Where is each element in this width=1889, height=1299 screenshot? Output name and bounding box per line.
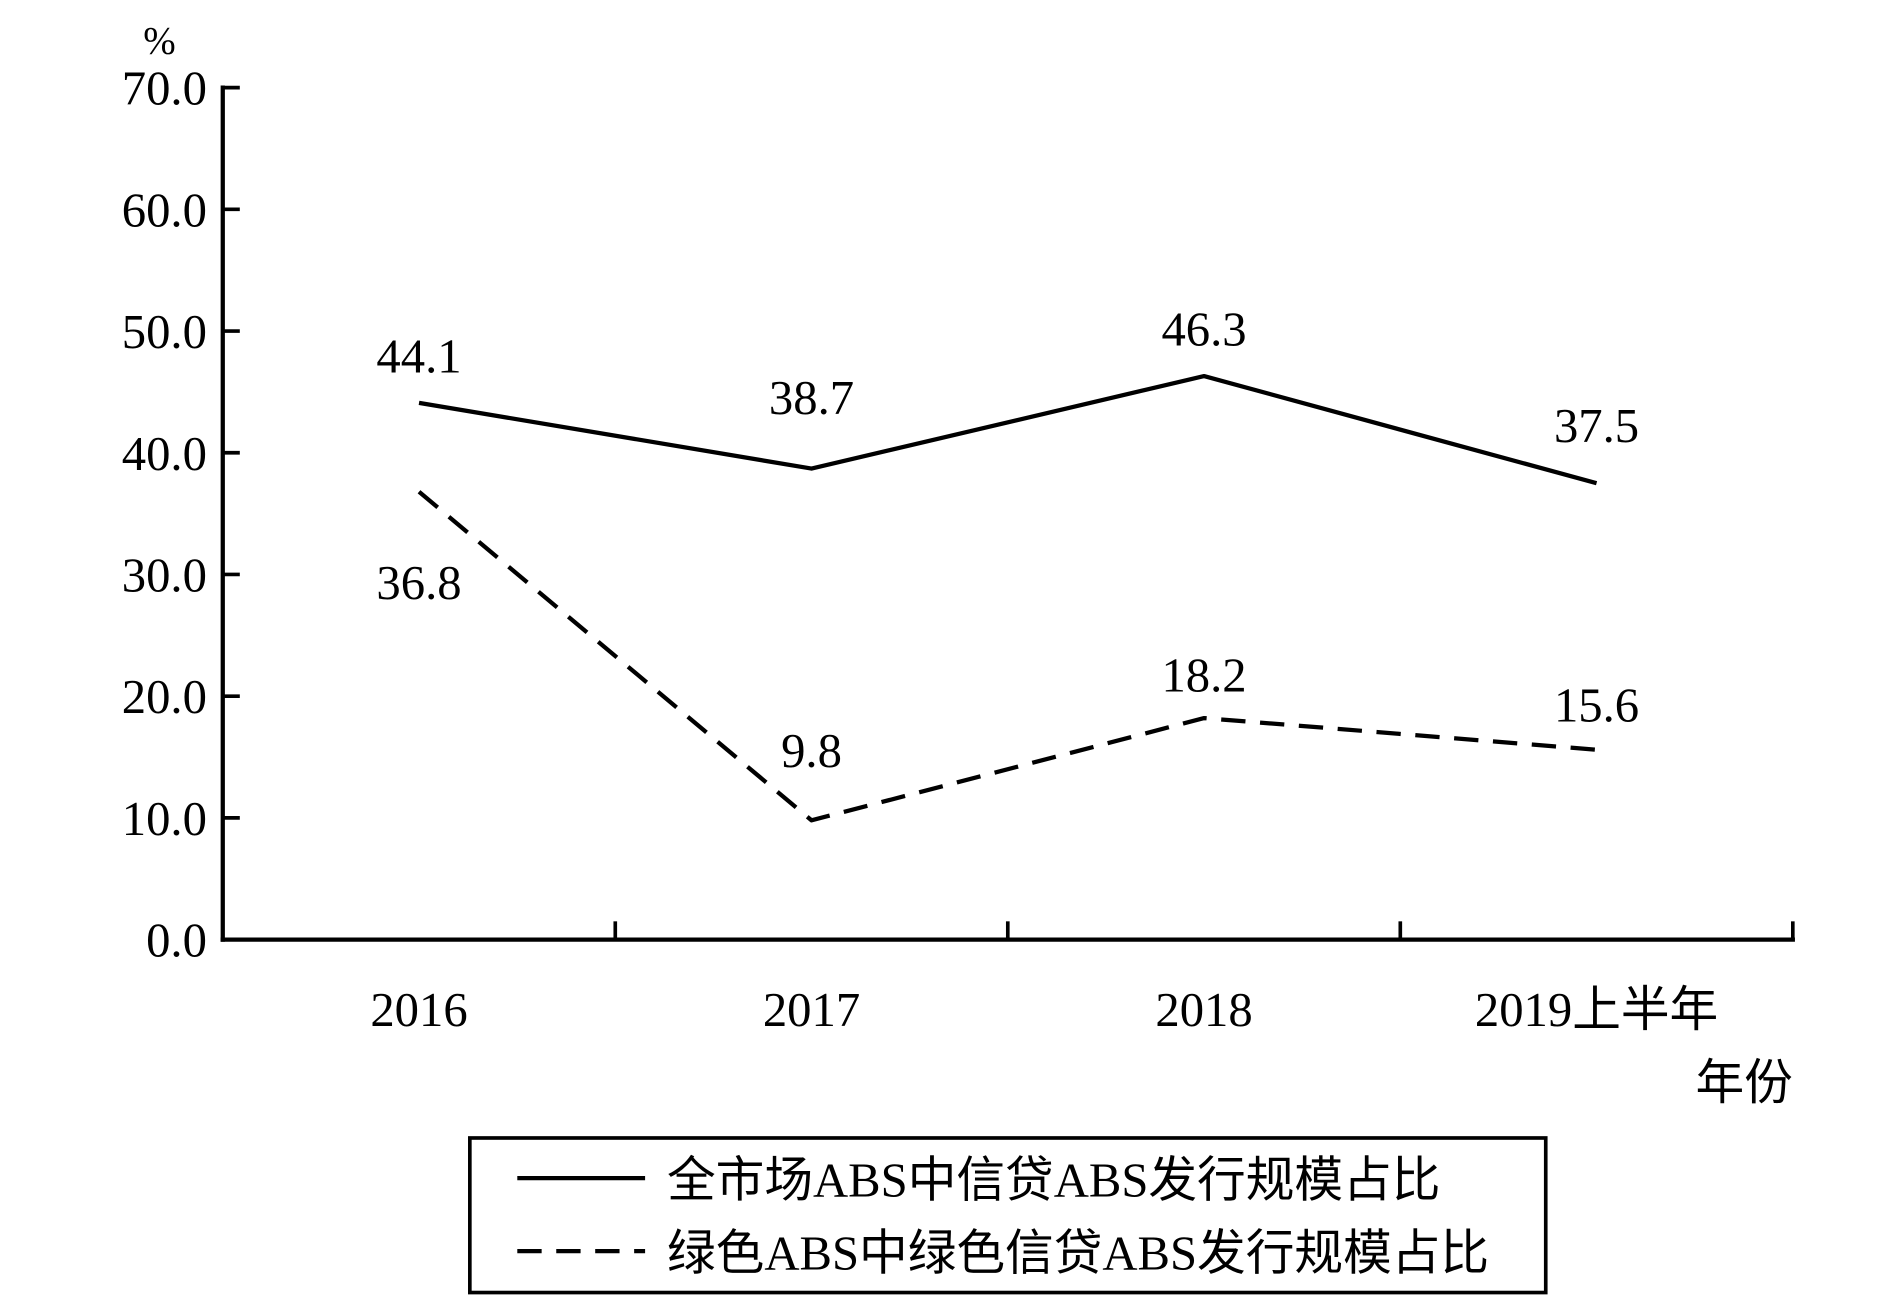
x-tick-label: 2016: [370, 983, 467, 1037]
y-axis-unit-label: %: [143, 20, 175, 63]
y-tick-label: 20.0: [122, 670, 207, 724]
y-ticks: 0.0 10.0 20.0 30.0 40.0 50.0 60.0 70.0: [122, 62, 240, 968]
x-tick-label: 2019上半年: [1475, 983, 1718, 1037]
y-tick-label: 40.0: [122, 427, 207, 481]
series-line-2: [417, 490, 1597, 823]
legend: 全市场ABS中信贷ABS发行规模占比 绿色ABS中绿色信贷ABS发行规模占比: [468, 1136, 1548, 1295]
y-tick-label: 10.0: [122, 792, 207, 846]
data-label-series-1: 46.3: [1161, 303, 1246, 357]
y-tick-label: 0.0: [146, 914, 207, 968]
legend-label-series-1: 全市场ABS中信贷ABS发行规模占比: [667, 1153, 1440, 1207]
data-label-series-2: 18.2: [1161, 648, 1246, 702]
data-label-series-2: 9.8: [781, 724, 842, 778]
series-line-1: [418, 373, 1598, 486]
y-tick-label: 50.0: [122, 305, 207, 359]
data-label-series-1: 37.5: [1554, 399, 1639, 453]
y-tick-label: 30.0: [122, 549, 207, 603]
data-label-series-2: 36.8: [376, 556, 461, 610]
legend-label-series-2: 绿色ABS中绿色信贷ABS发行规模占比: [667, 1226, 1489, 1280]
data-labels: 44.1 38.7 46.3 37.5 36.8 9.8 18.2 15.6: [376, 303, 1639, 778]
data-label-series-2: 15.6: [1554, 679, 1639, 733]
series-group: [417, 373, 1598, 823]
y-tick-label: 70.0: [122, 62, 207, 116]
x-tick-label: 2017: [763, 983, 860, 1037]
x-ticks: 2016 2017 2018 2019上半年: [370, 921, 1795, 1037]
x-axis-title: 年份: [1695, 1056, 1792, 1110]
axes: [220, 85, 1795, 942]
legend-box: [468, 1136, 1548, 1295]
y-tick-label: 60.0: [122, 183, 207, 237]
data-label-series-1: 44.1: [376, 329, 461, 383]
data-label-series-1: 38.7: [769, 371, 854, 425]
x-tick-label: 2018: [1155, 983, 1252, 1037]
